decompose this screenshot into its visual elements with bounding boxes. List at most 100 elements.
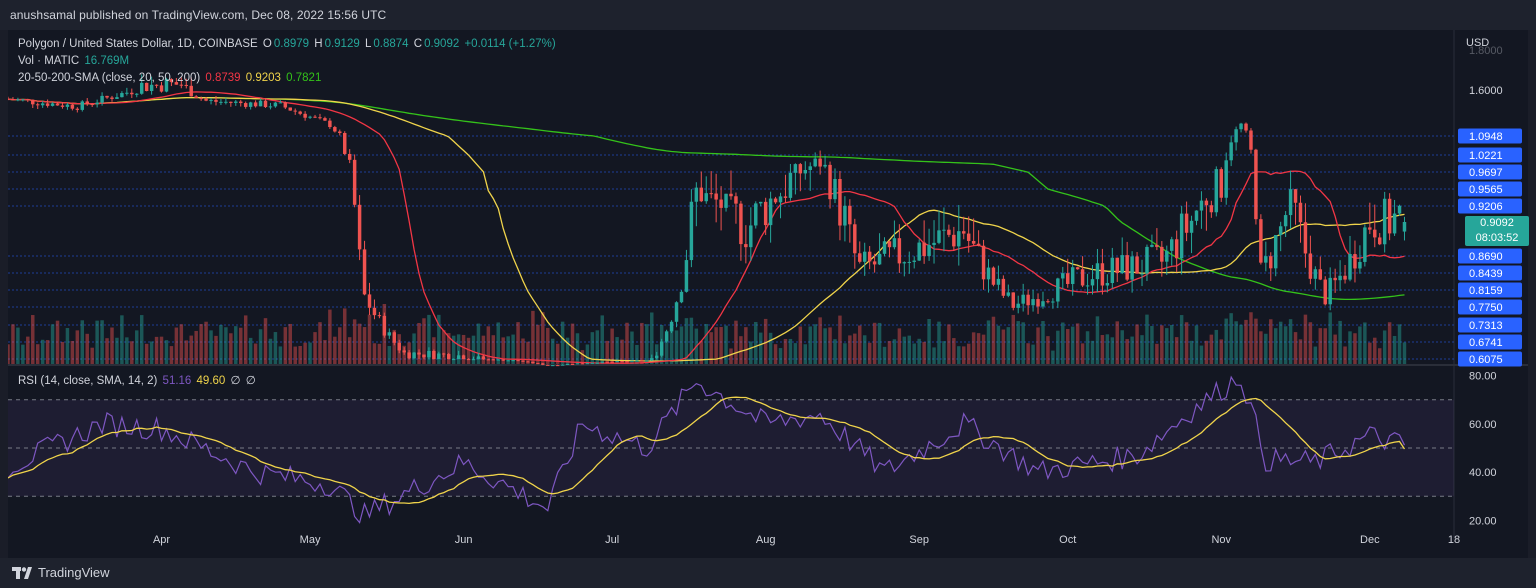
candle-body — [1174, 239, 1179, 259]
volume-bar — [1155, 343, 1159, 364]
volume-bar — [818, 317, 822, 364]
candle-body — [199, 98, 203, 100]
tradingview-logo[interactable]: TradingView — [12, 565, 110, 580]
candle-body — [288, 107, 293, 111]
volume-bar — [303, 342, 307, 364]
volume-bar — [541, 312, 545, 364]
volume-bar — [952, 338, 956, 364]
volume-bar — [95, 320, 99, 364]
candle-body — [427, 350, 431, 358]
candle-body — [75, 108, 80, 110]
rsi-ma-line — [7, 396, 1406, 505]
volume-bar — [466, 337, 471, 364]
candle-body — [1254, 149, 1258, 220]
volume-bar — [174, 327, 179, 364]
volume-bar — [130, 341, 134, 364]
candle-body — [1363, 227, 1367, 262]
candle-body — [798, 164, 803, 174]
candle-body — [630, 360, 634, 362]
candle-body — [328, 120, 332, 128]
current-price-tag[interactable]: 0.9092 08:03:52 — [1465, 216, 1529, 246]
candle-body — [338, 131, 342, 134]
candle-body — [60, 105, 65, 107]
time-axis-label: Nov — [1211, 534, 1231, 546]
volume-bar — [555, 343, 560, 364]
volume-bar — [1125, 339, 1129, 364]
candle-body — [461, 355, 466, 360]
price-axis-label: 0.7313 — [1469, 320, 1503, 332]
volume-bar — [144, 343, 149, 364]
candle-body — [1120, 255, 1124, 274]
volume-bar — [1323, 328, 1327, 364]
candle-body — [768, 198, 773, 226]
change-value: +0.0114 (+1.27%) — [464, 38, 556, 50]
price-axis-label: 1.6000 — [1469, 85, 1503, 97]
candle-body — [135, 93, 139, 95]
volume-bar — [486, 326, 491, 364]
volume-bar — [149, 341, 154, 364]
volume-bar — [877, 322, 882, 364]
candle-body — [1273, 235, 1278, 269]
candle-body — [1184, 213, 1189, 233]
volume-bar — [125, 337, 129, 364]
price-tag — [1458, 248, 1522, 264]
candle-body — [402, 350, 406, 353]
candle-body — [95, 102, 99, 105]
volume-bar — [1080, 343, 1085, 364]
chart-svg[interactable]: 1.6000 1.0948 1.0221 0.9697 0.9565 0.9206 0.86… — [6, 30, 1528, 558]
candle-body — [506, 360, 510, 362]
candle-body — [397, 342, 401, 351]
tradingview-logo-icon — [12, 566, 32, 579]
chart-area[interactable]: 1.6000 1.0948 1.0221 0.9697 0.9565 0.9206 0.86… — [6, 30, 1529, 558]
candle-body — [1219, 169, 1223, 198]
candle-body — [16, 99, 20, 101]
volume-bar — [412, 333, 416, 364]
candle-body — [1051, 301, 1055, 303]
candle-body — [100, 95, 104, 103]
candle-body — [268, 106, 273, 108]
volume-bar — [427, 314, 431, 364]
volume-bar — [179, 324, 184, 364]
candle-body — [664, 331, 669, 342]
candle-body — [407, 352, 411, 359]
candle-body — [1155, 244, 1159, 247]
volume-bar — [229, 333, 233, 364]
volume-bar — [1234, 321, 1238, 364]
candle-body — [1160, 246, 1164, 262]
volume-bar — [1070, 326, 1075, 364]
candle-body — [867, 251, 872, 262]
volume-bar — [1298, 339, 1303, 364]
candle-body — [1353, 254, 1357, 269]
candle-body — [234, 101, 238, 103]
candle-body — [763, 201, 768, 226]
candle-body — [486, 359, 491, 361]
candle-body — [1264, 256, 1268, 263]
volume-bar — [630, 331, 634, 364]
candle-body — [1046, 301, 1050, 303]
volume-bar — [333, 336, 337, 364]
volume-bar — [352, 319, 357, 364]
candle-body — [1209, 205, 1214, 213]
candle-body — [115, 97, 119, 99]
open-value: 0.8979 — [273, 38, 310, 50]
price-axis-label: 0.8690 — [1469, 251, 1503, 263]
price-axis-label: 0.7750 — [1469, 302, 1503, 314]
candle-body — [1298, 202, 1303, 223]
candle-body — [263, 100, 268, 108]
volume-bar — [1174, 337, 1179, 364]
rsi-label: RSI (14, close, SMA, 14, 2) — [18, 375, 158, 387]
candle-body — [377, 315, 382, 317]
volume-bar — [704, 324, 708, 364]
volume-bar — [615, 337, 619, 364]
volume-bar — [902, 336, 907, 364]
volume-bar — [6, 344, 10, 364]
sma50-value: 0.9203 — [245, 72, 281, 84]
candle-body — [1387, 198, 1392, 234]
candle-body — [1140, 273, 1144, 275]
candle-body — [536, 363, 540, 365]
candle-body — [1041, 301, 1045, 307]
volume-bar — [971, 332, 976, 364]
volume-bar — [65, 328, 70, 364]
candle-body — [843, 205, 847, 226]
time-axis-label: Dec — [1360, 534, 1380, 546]
